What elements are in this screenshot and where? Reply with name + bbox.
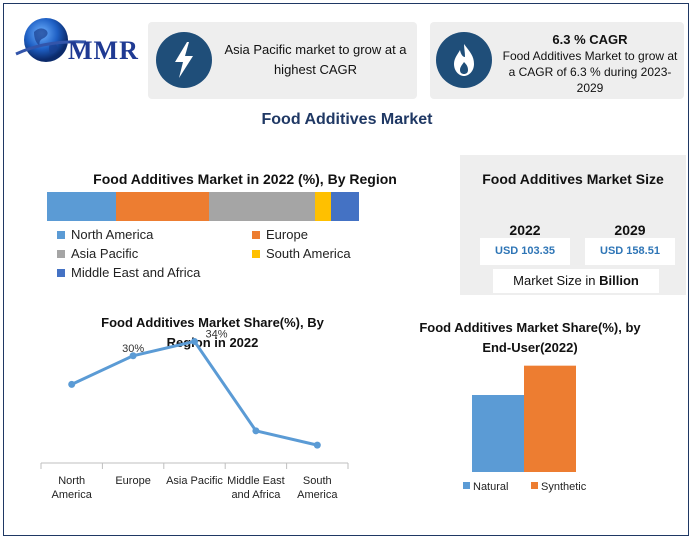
legend-label: Europe	[266, 227, 308, 242]
x-tick-label: Middle East	[227, 475, 284, 487]
unit-bold: Billion	[599, 273, 639, 288]
highlight-card-cagr: 6.3 % CAGR Food Additives Market to grow…	[430, 22, 684, 99]
segment-north-america	[47, 192, 116, 221]
legend-item-europe: Europe	[252, 227, 308, 242]
x-tick-label: America	[297, 489, 338, 501]
legend-label: Asia Pacific	[71, 246, 139, 261]
logo-text: MMR	[68, 36, 139, 65]
cagr-text: Food Additives Market to grow at a CAGR …	[502, 49, 678, 95]
highlight-card-region: Asia Pacific market to grow at a highest…	[148, 22, 417, 99]
value-2022: USD 103.35	[480, 238, 570, 265]
x-tick-label: Europe	[115, 475, 150, 487]
point-south-america	[313, 441, 321, 449]
region-growth-text: Asia Pacific market to grow at a highest…	[224, 42, 407, 77]
bar-natural	[472, 395, 524, 472]
mmr-logo: MMR	[12, 14, 142, 74]
region-chart-title: Food Additives Market in 2022 (%), By Re…	[93, 171, 397, 187]
segment-europe	[115, 192, 210, 221]
point-asia-pacific	[191, 337, 198, 345]
legend-item-north-america: North America	[57, 227, 153, 242]
lightning-icon	[156, 32, 212, 88]
point-europe	[129, 352, 137, 360]
data-label: 34%	[205, 328, 227, 340]
legend-label: Natural	[473, 481, 508, 493]
x-tick-label: and Africa	[231, 489, 281, 501]
enduser-chart-title: Food Additives Market Share(%), by End-U…	[419, 320, 641, 355]
legend-item-middle-east-and-africa: Middle East and Africa	[57, 265, 200, 280]
x-tick-label: North	[58, 475, 85, 487]
value-2029: USD 158.51	[585, 238, 675, 265]
x-tick-label: America	[52, 489, 93, 501]
page-title: Food Additives Market	[261, 111, 433, 128]
segment-asia-pacific	[209, 192, 316, 221]
segment-middle-east-and-africa	[330, 192, 359, 221]
unit-prefix: Market Size in	[513, 273, 600, 288]
segment-south-america	[315, 192, 331, 221]
legend-swatch	[57, 230, 65, 239]
legend-swatch	[57, 268, 65, 277]
chart-frame	[3, 3, 689, 536]
cagr-title: 6.3 % CAGR	[552, 32, 628, 47]
legend-label: Synthetic	[541, 481, 587, 493]
region-stacked-bar	[47, 192, 359, 221]
market-size-unit: Market Size in Billion	[493, 269, 659, 293]
year-2022-label: 2022	[509, 222, 541, 238]
x-tick-label: Asia Pacific	[166, 475, 223, 487]
legend-label: South America	[266, 246, 351, 261]
share-chart-title: Food Additives Market Share(%), By Regio…	[101, 315, 324, 350]
legend-label: North America	[71, 227, 154, 242]
globe-icon	[15, 18, 87, 62]
legend-item-asia-pacific: Asia Pacific	[57, 246, 138, 261]
point-north-america	[68, 380, 76, 388]
point-middle-east-and-africa	[252, 427, 260, 435]
year-2029-label: 2029	[614, 222, 646, 238]
legend-swatch	[57, 249, 65, 258]
legend-swatch	[252, 249, 260, 258]
legend-item-south-america: South America	[252, 246, 351, 261]
legend-swatch	[463, 482, 470, 489]
bar-synthetic	[524, 365, 576, 472]
legend-swatch	[252, 230, 260, 239]
flame-icon	[436, 32, 492, 88]
market-size-title: Food Additives Market Size	[482, 171, 664, 187]
legend-label: Middle East and Africa	[71, 265, 201, 280]
x-tick-label: South	[303, 475, 332, 487]
data-label: 30%	[122, 343, 144, 355]
legend-swatch	[531, 482, 538, 489]
market-size-card: Food Additives Market Size 2022 2029 USD…	[460, 155, 686, 295]
